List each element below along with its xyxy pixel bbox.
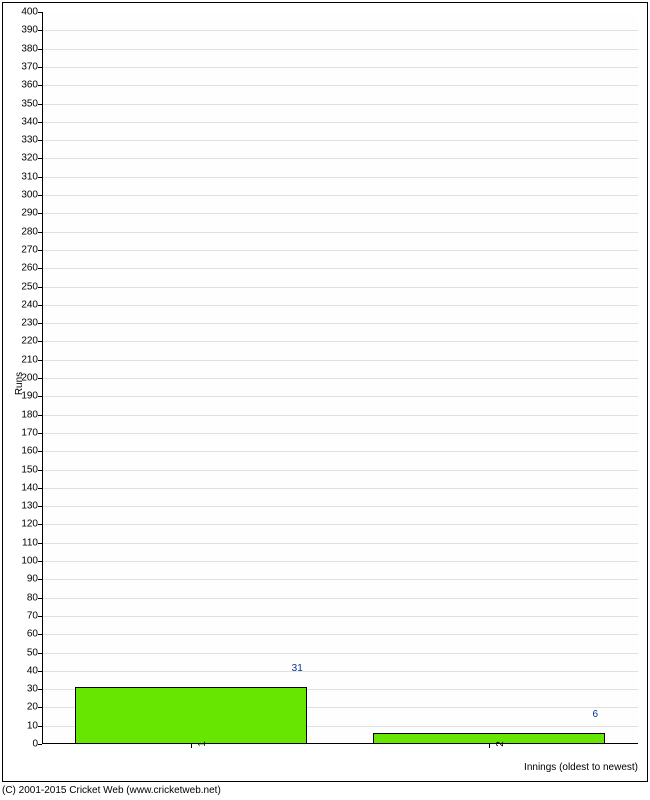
y-tick-label: 90 — [27, 574, 42, 585]
y-tick-label: 400 — [21, 7, 42, 18]
x-tick-label: 1 — [191, 741, 208, 747]
grid-line — [42, 524, 638, 525]
y-tick-label: 300 — [21, 190, 42, 201]
y-tick-label: 0 — [32, 739, 42, 750]
y-tick-label: 350 — [21, 98, 42, 109]
y-axis-line — [42, 12, 43, 744]
y-tick-label: 230 — [21, 318, 42, 329]
grid-line — [42, 653, 638, 654]
y-tick-label: 70 — [27, 610, 42, 621]
y-tick-label: 310 — [21, 171, 42, 182]
y-tick-label: 120 — [21, 519, 42, 530]
bar-value-label: 6 — [592, 709, 598, 720]
x-axis-line — [42, 743, 638, 744]
grid-line — [42, 30, 638, 31]
y-tick-label: 110 — [22, 537, 42, 548]
grid-line — [42, 341, 638, 342]
y-tick-label: 170 — [21, 427, 42, 438]
y-tick-label: 40 — [27, 665, 42, 676]
grid-line — [42, 177, 638, 178]
grid-line — [42, 67, 638, 68]
grid-line — [42, 232, 638, 233]
grid-line — [42, 543, 638, 544]
chart-container: 31 6 0 10 20 30 40 50 60 70 80 90 100 110 120 130 140 15… — [0, 0, 650, 800]
y-tick-label: 280 — [21, 226, 42, 237]
y-tick-label: 370 — [21, 61, 42, 72]
grid-line — [42, 579, 638, 580]
y-tick-label: 130 — [21, 501, 42, 512]
y-tick-label: 250 — [21, 281, 42, 292]
grid-line — [42, 415, 638, 416]
y-tick-label: 260 — [21, 263, 42, 274]
grid-line — [42, 433, 638, 434]
y-tick-label: 30 — [27, 684, 42, 695]
copyright-text: (C) 2001-2015 Cricket Web (www.cricketwe… — [2, 785, 221, 796]
y-tick-label: 210 — [21, 354, 42, 365]
y-tick-label: 150 — [21, 464, 42, 475]
y-tick-label: 100 — [21, 556, 42, 567]
grid-line — [42, 634, 638, 635]
grid-line — [42, 195, 638, 196]
grid-line — [42, 287, 638, 288]
grid-line — [42, 158, 638, 159]
y-tick-label: 270 — [21, 244, 42, 255]
grid-line — [42, 396, 638, 397]
grid-line — [42, 268, 638, 269]
y-tick-label: 330 — [21, 135, 42, 146]
y-tick-label: 380 — [21, 43, 42, 54]
y-tick-label: 80 — [27, 592, 42, 603]
grid-line — [42, 671, 638, 672]
grid-line — [42, 305, 638, 306]
grid-line — [42, 85, 638, 86]
grid-line — [42, 140, 638, 141]
y-tick-label: 320 — [21, 153, 42, 164]
y-tick-label: 360 — [21, 80, 42, 91]
y-tick-label: 240 — [21, 299, 42, 310]
y-tick-label: 20 — [27, 702, 42, 713]
plot-area: 316 010203040506070809010011012013014015… — [42, 12, 638, 744]
y-tick-label: 220 — [21, 336, 42, 347]
grid-line — [42, 323, 638, 324]
y-tick-label: 140 — [21, 482, 42, 493]
y-tick-label: 180 — [21, 409, 42, 420]
grid-line — [42, 360, 638, 361]
x-tick-label: 2 — [489, 741, 506, 747]
y-tick-label: 340 — [21, 116, 42, 127]
grid-line — [42, 378, 638, 379]
y-tick-label: 160 — [21, 446, 42, 457]
y-tick-label: 390 — [21, 25, 42, 36]
grid-line — [42, 488, 638, 489]
grid-line — [42, 598, 638, 599]
grid-line — [42, 470, 638, 471]
y-tick-label: 10 — [27, 720, 42, 731]
grid-line — [42, 104, 638, 105]
grid-line — [42, 616, 638, 617]
grid-line — [42, 451, 638, 452]
x-axis-label: Innings (oldest to newest) — [524, 762, 638, 773]
grid-line — [42, 213, 638, 214]
bar — [75, 687, 307, 744]
grid-line — [42, 49, 638, 50]
grid-line — [42, 561, 638, 562]
y-tick-label: 290 — [21, 208, 42, 219]
grid-line — [42, 506, 638, 507]
y-axis-label: Runs — [14, 372, 25, 395]
y-tick-label: 50 — [27, 647, 42, 658]
bar-value-label: 31 — [292, 663, 303, 674]
grid-line — [42, 122, 638, 123]
grid-line — [42, 250, 638, 251]
y-tick-label: 60 — [27, 629, 42, 640]
